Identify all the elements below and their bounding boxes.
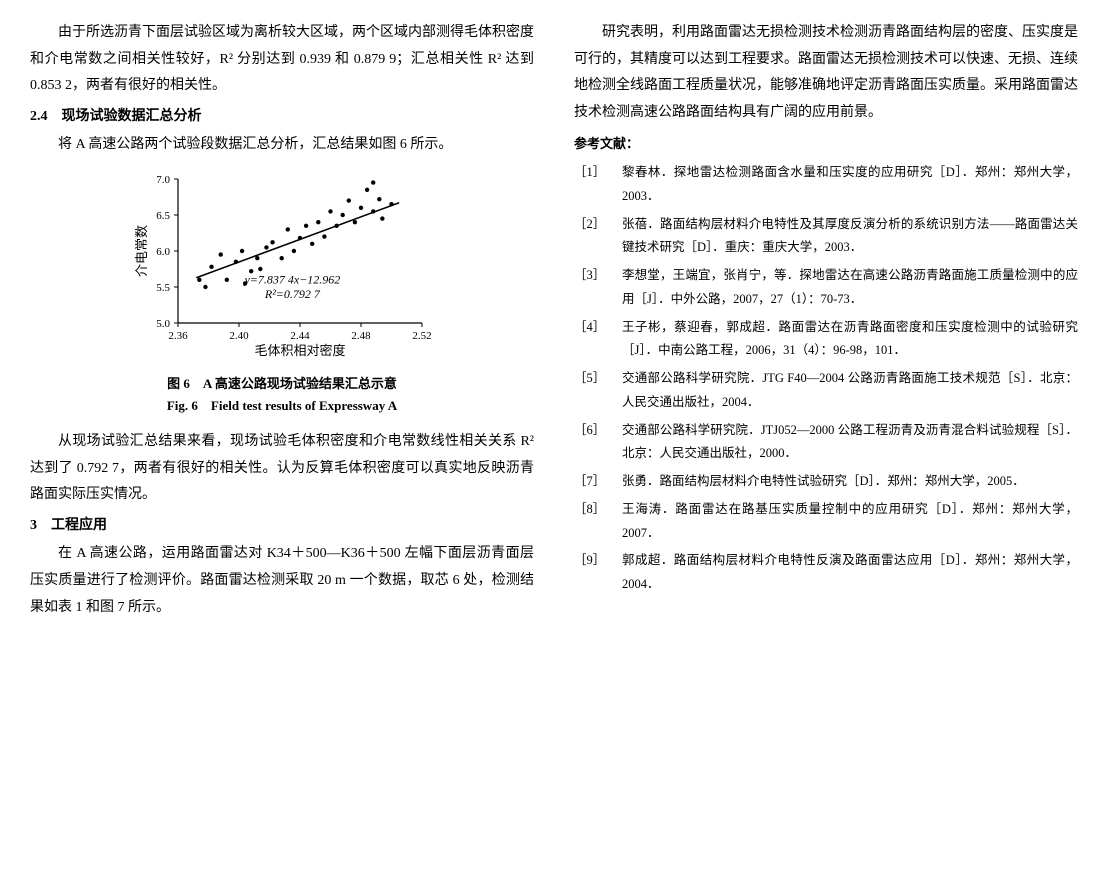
reference-item: ［7］张勇．路面结构层材料介电特性试验研究［D］．郑州：郑州大学，2005．	[574, 470, 1078, 494]
reference-item: ［1］黎春林．探地雷达检测路面含水量和压实度的应用研究［D］．郑州：郑州大学，2…	[574, 161, 1078, 209]
svg-text:2.40: 2.40	[229, 330, 249, 342]
reference-item: ［9］郭成超．路面结构层材料介电特性反演及路面雷达应用［D］．郑州：郑州大学，2…	[574, 549, 1078, 597]
reference-text: 交通部公路科学研究院．JTG F40—2004 公路沥青路面施工技术规范［S］．…	[622, 367, 1078, 415]
reference-text: 张勇．路面结构层材料介电特性试验研究［D］．郑州：郑州大学，2005．	[622, 470, 1078, 494]
svg-text:毛体积相对密度: 毛体积相对密度	[254, 343, 345, 358]
reference-text: 王海涛．路面雷达在路基压实质量控制中的应用研究［D］．郑州：郑州大学，2007．	[622, 498, 1078, 546]
svg-text:y=7.837 4x−12.962: y=7.837 4x−12.962	[243, 272, 340, 286]
reference-number: ［1］	[574, 161, 622, 209]
reference-item: ［3］李想堂，王端宜，张肖宁，等．探地雷达在高速公路沥青路面施工质量检测中的应用…	[574, 264, 1078, 312]
reference-number: ［8］	[574, 498, 622, 546]
reference-number: ［7］	[574, 470, 622, 494]
reference-number: ［2］	[574, 213, 622, 261]
reference-item: ［5］交通部公路科学研究院．JTG F40—2004 公路沥青路面施工技术规范［…	[574, 367, 1078, 415]
section-heading-2-4: 2.4 现场试验数据汇总分析	[30, 104, 534, 131]
paragraph: 从现场试验汇总结果来看，现场试验毛体积密度和介电常数线性相关关系 R² 达到了 …	[30, 429, 534, 509]
reference-number: ［3］	[574, 264, 622, 312]
reference-number: ［9］	[574, 549, 622, 597]
reference-item: ［8］王海涛．路面雷达在路基压实质量控制中的应用研究［D］．郑州：郑州大学，20…	[574, 498, 1078, 546]
svg-text:2.52: 2.52	[412, 330, 431, 342]
figure-caption-cn: 图 6 A 高速公路现场试验结果汇总示意	[30, 374, 534, 395]
reference-text: 郭成超．路面结构层材料介电特性反演及路面雷达应用［D］．郑州：郑州大学，2004…	[622, 549, 1078, 597]
reference-text: 黎春林．探地雷达检测路面含水量和压实度的应用研究［D］．郑州：郑州大学，2003…	[622, 161, 1078, 209]
reference-item: ［6］交通部公路科学研究院．JTJ052—2000 公路工程沥青及沥青混合料试验…	[574, 419, 1078, 467]
paragraph: 在 A 高速公路，运用路面雷达对 K34＋500—K36＋500 左幅下面层沥青…	[30, 541, 534, 621]
paragraph: 由于所选沥青下面层试验区域为离析较大区域，两个区域内部测得毛体积密度和介电常数之…	[30, 20, 534, 100]
references-heading: 参考文献：	[574, 132, 1078, 157]
svg-text:2.36: 2.36	[168, 330, 188, 342]
svg-text:R²=0.792 7: R²=0.792 7	[264, 287, 321, 301]
svg-text:5.5: 5.5	[156, 282, 170, 294]
reference-item: ［2］张蓓．路面结构层材料介电特性及其厚度反演分析的系统识别方法——路面雷达关键…	[574, 213, 1078, 261]
svg-text:6.5: 6.5	[156, 210, 170, 222]
figure-6-container: 2.36 2.40 2.44 2.48 2.52 5.0 5.5 6.0 6.5 7.0 毛体积相对…	[30, 169, 534, 419]
paragraph: 将 A 高速公路两个试验段数据汇总分析，汇总结果如图 6 所示。	[30, 132, 534, 159]
left-column: 由于所选沥青下面层试验区域为离析较大区域，两个区域内部测得毛体积密度和介电常数之…	[30, 20, 534, 623]
chart-svg: 2.36 2.40 2.44 2.48 2.52 5.0 5.5 6.0 6.5 7.0 毛体积相对…	[132, 169, 432, 359]
two-column-layout: 由于所选沥青下面层试验区域为离析较大区域，两个区域内部测得毛体积密度和介电常数之…	[30, 20, 1078, 623]
svg-text:6.0: 6.0	[156, 246, 170, 258]
svg-text:介电常数: 介电常数	[134, 225, 149, 277]
reference-text: 李想堂，王端宜，张肖宁，等．探地雷达在高速公路沥青路面施工质量检测中的应用［J］…	[622, 264, 1078, 312]
reference-number: ［5］	[574, 367, 622, 415]
svg-text:5.0: 5.0	[156, 318, 170, 330]
reference-text: 王子彬，蔡迎春，郭成超．路面雷达在沥青路面密度和压实度检测中的试验研究［J］．中…	[622, 316, 1078, 364]
svg-text:7.0: 7.0	[156, 174, 170, 186]
figure-caption-en: Fig. 6 Field test results of Expressway …	[30, 394, 534, 419]
section-heading-3: 3 工程应用	[30, 513, 534, 540]
reference-text: 张蓓．路面结构层材料介电特性及其厚度反演分析的系统识别方法——路面雷达关键技术研…	[622, 213, 1078, 261]
reference-number: ［4］	[574, 316, 622, 364]
svg-text:2.44: 2.44	[290, 330, 310, 342]
paragraph: 研究表明，利用路面雷达无损检测技术检测沥青路面结构层的密度、压实度是可行的，其精…	[574, 20, 1078, 126]
reference-number: ［6］	[574, 419, 622, 467]
scatter-chart: 2.36 2.40 2.44 2.48 2.52 5.0 5.5 6.0 6.5 7.0 毛体积相对…	[132, 169, 432, 359]
right-column: 研究表明，利用路面雷达无损检测技术检测沥青路面结构层的密度、压实度是可行的，其精…	[574, 20, 1078, 623]
svg-text:2.48: 2.48	[351, 330, 371, 342]
references-list: ［1］黎春林．探地雷达检测路面含水量和压实度的应用研究［D］．郑州：郑州大学，2…	[574, 161, 1078, 597]
reference-text: 交通部公路科学研究院．JTJ052—2000 公路工程沥青及沥青混合料试验规程［…	[622, 419, 1078, 467]
reference-item: ［4］王子彬，蔡迎春，郭成超．路面雷达在沥青路面密度和压实度检测中的试验研究［J…	[574, 316, 1078, 364]
